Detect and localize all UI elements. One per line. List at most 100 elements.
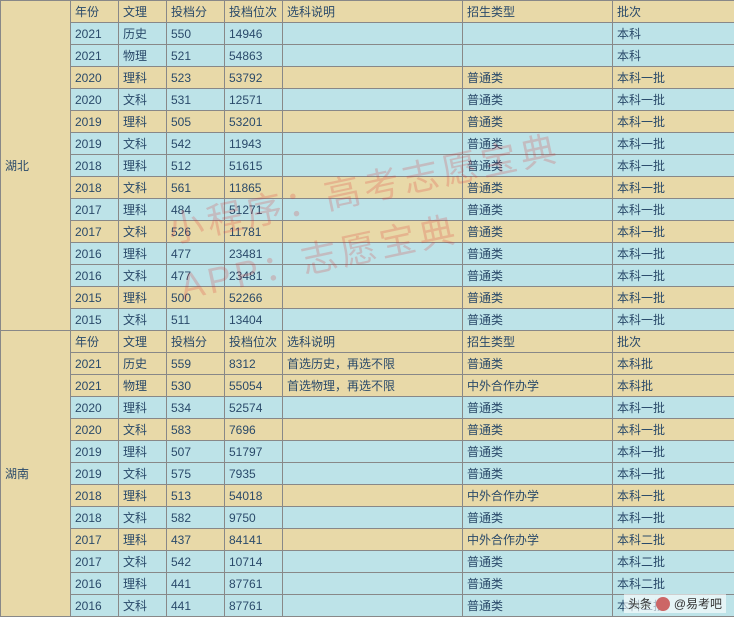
cell-subject: 理科 [119, 111, 167, 133]
cell-batch: 本科一批 [613, 441, 734, 463]
cell-year: 2019 [71, 463, 119, 485]
cell-rank: 51615 [225, 155, 283, 177]
table-row: 2015文科51113404普通类本科一批 [1, 309, 734, 331]
header-type: 招生类型 [463, 1, 613, 23]
cell-type [463, 23, 613, 45]
cell-score: 521 [167, 45, 225, 67]
cell-batch: 本科一批 [613, 397, 734, 419]
cell-subject: 文科 [119, 177, 167, 199]
cell-subject: 文科 [119, 463, 167, 485]
cell-note [283, 265, 463, 287]
cell-year: 2015 [71, 309, 119, 331]
cell-note [283, 199, 463, 221]
header-row: 湖南年份文理投档分投档位次选科说明招生类型批次 [1, 331, 734, 353]
cell-subject: 物理 [119, 45, 167, 67]
cell-rank: 10714 [225, 551, 283, 573]
cell-year: 2019 [71, 441, 119, 463]
cell-score: 531 [167, 89, 225, 111]
cell-year: 2015 [71, 287, 119, 309]
cell-batch: 本科一批 [613, 155, 734, 177]
source-badge: 头条 @易考吧 [624, 594, 726, 613]
cell-type: 中外合作办学 [463, 485, 613, 507]
cell-subject: 理科 [119, 573, 167, 595]
cell-batch: 本科一批 [613, 243, 734, 265]
cell-subject: 文科 [119, 419, 167, 441]
cell-type: 普通类 [463, 67, 613, 89]
cell-batch: 本科 [613, 45, 734, 67]
cell-score: 437 [167, 529, 225, 551]
cell-year: 2019 [71, 111, 119, 133]
cell-subject: 理科 [119, 287, 167, 309]
cell-batch: 本科二批 [613, 573, 734, 595]
cell-note [283, 397, 463, 419]
cell-subject: 文科 [119, 309, 167, 331]
table-row: 2018理科51251615普通类本科一批 [1, 155, 734, 177]
header-batch: 批次 [613, 331, 734, 353]
cell-rank: 54018 [225, 485, 283, 507]
cell-year: 2018 [71, 485, 119, 507]
cell-batch: 本科一批 [613, 287, 734, 309]
cell-score: 542 [167, 133, 225, 155]
cell-batch: 本科一批 [613, 67, 734, 89]
cell-rank: 13404 [225, 309, 283, 331]
cell-rank: 52266 [225, 287, 283, 309]
table-row: 2021物理52154863本科 [1, 45, 734, 67]
cell-subject: 理科 [119, 243, 167, 265]
cell-year: 2017 [71, 551, 119, 573]
cell-note [283, 89, 463, 111]
cell-rank: 53201 [225, 111, 283, 133]
cell-subject: 理科 [119, 397, 167, 419]
cell-subject: 文科 [119, 89, 167, 111]
table-row: 2020理科52353792普通类本科一批 [1, 67, 734, 89]
cell-type: 普通类 [463, 133, 613, 155]
cell-score: 534 [167, 397, 225, 419]
cell-subject: 文科 [119, 551, 167, 573]
cell-rank: 11865 [225, 177, 283, 199]
cell-type: 普通类 [463, 89, 613, 111]
cell-year: 2016 [71, 265, 119, 287]
cell-rank: 23481 [225, 265, 283, 287]
cell-score: 477 [167, 265, 225, 287]
header-note: 选科说明 [283, 1, 463, 23]
table-row: 2018理科51354018中外合作办学本科一批 [1, 485, 734, 507]
cell-subject: 物理 [119, 375, 167, 397]
cell-batch: 本科一批 [613, 89, 734, 111]
table-row: 2019理科50751797普通类本科一批 [1, 441, 734, 463]
cell-score: 559 [167, 353, 225, 375]
cell-type: 普通类 [463, 507, 613, 529]
cell-type: 普通类 [463, 265, 613, 287]
cell-rank: 87761 [225, 595, 283, 617]
cell-year: 2019 [71, 133, 119, 155]
cell-subject: 理科 [119, 155, 167, 177]
cell-year: 2021 [71, 353, 119, 375]
table-row: 2017文科54210714普通类本科二批 [1, 551, 734, 573]
cell-note [283, 573, 463, 595]
cell-score: 505 [167, 111, 225, 133]
table-row: 2016理科47723481普通类本科一批 [1, 243, 734, 265]
cell-year: 2016 [71, 573, 119, 595]
cell-subject: 理科 [119, 485, 167, 507]
cell-year: 2021 [71, 45, 119, 67]
cell-year: 2021 [71, 375, 119, 397]
cell-subject: 历史 [119, 23, 167, 45]
cell-batch: 本科批 [613, 353, 734, 375]
cell-type: 普通类 [463, 595, 613, 617]
cell-score: 526 [167, 221, 225, 243]
cell-subject: 文科 [119, 133, 167, 155]
cell-year: 2017 [71, 199, 119, 221]
header-type: 招生类型 [463, 331, 613, 353]
cell-batch: 本科一批 [613, 485, 734, 507]
header-score: 投档分 [167, 1, 225, 23]
table-row: 2020文科5837696普通类本科一批 [1, 419, 734, 441]
avatar-icon [656, 597, 670, 611]
cell-note [283, 67, 463, 89]
table-row: 2017理科48451271普通类本科一批 [1, 199, 734, 221]
cell-type: 普通类 [463, 441, 613, 463]
header-subject: 文理 [119, 331, 167, 353]
cell-score: 477 [167, 243, 225, 265]
cell-year: 2020 [71, 67, 119, 89]
cell-rank: 7696 [225, 419, 283, 441]
header-score: 投档分 [167, 331, 225, 353]
cell-year: 2018 [71, 155, 119, 177]
cell-subject: 理科 [119, 199, 167, 221]
